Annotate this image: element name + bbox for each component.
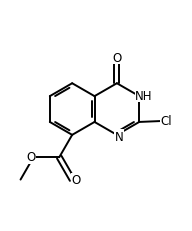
Text: Cl: Cl bbox=[161, 115, 172, 128]
Text: N: N bbox=[115, 130, 124, 143]
Text: O: O bbox=[112, 52, 122, 64]
Text: O: O bbox=[26, 150, 35, 163]
Text: O: O bbox=[71, 174, 80, 187]
Text: NH: NH bbox=[135, 89, 153, 102]
